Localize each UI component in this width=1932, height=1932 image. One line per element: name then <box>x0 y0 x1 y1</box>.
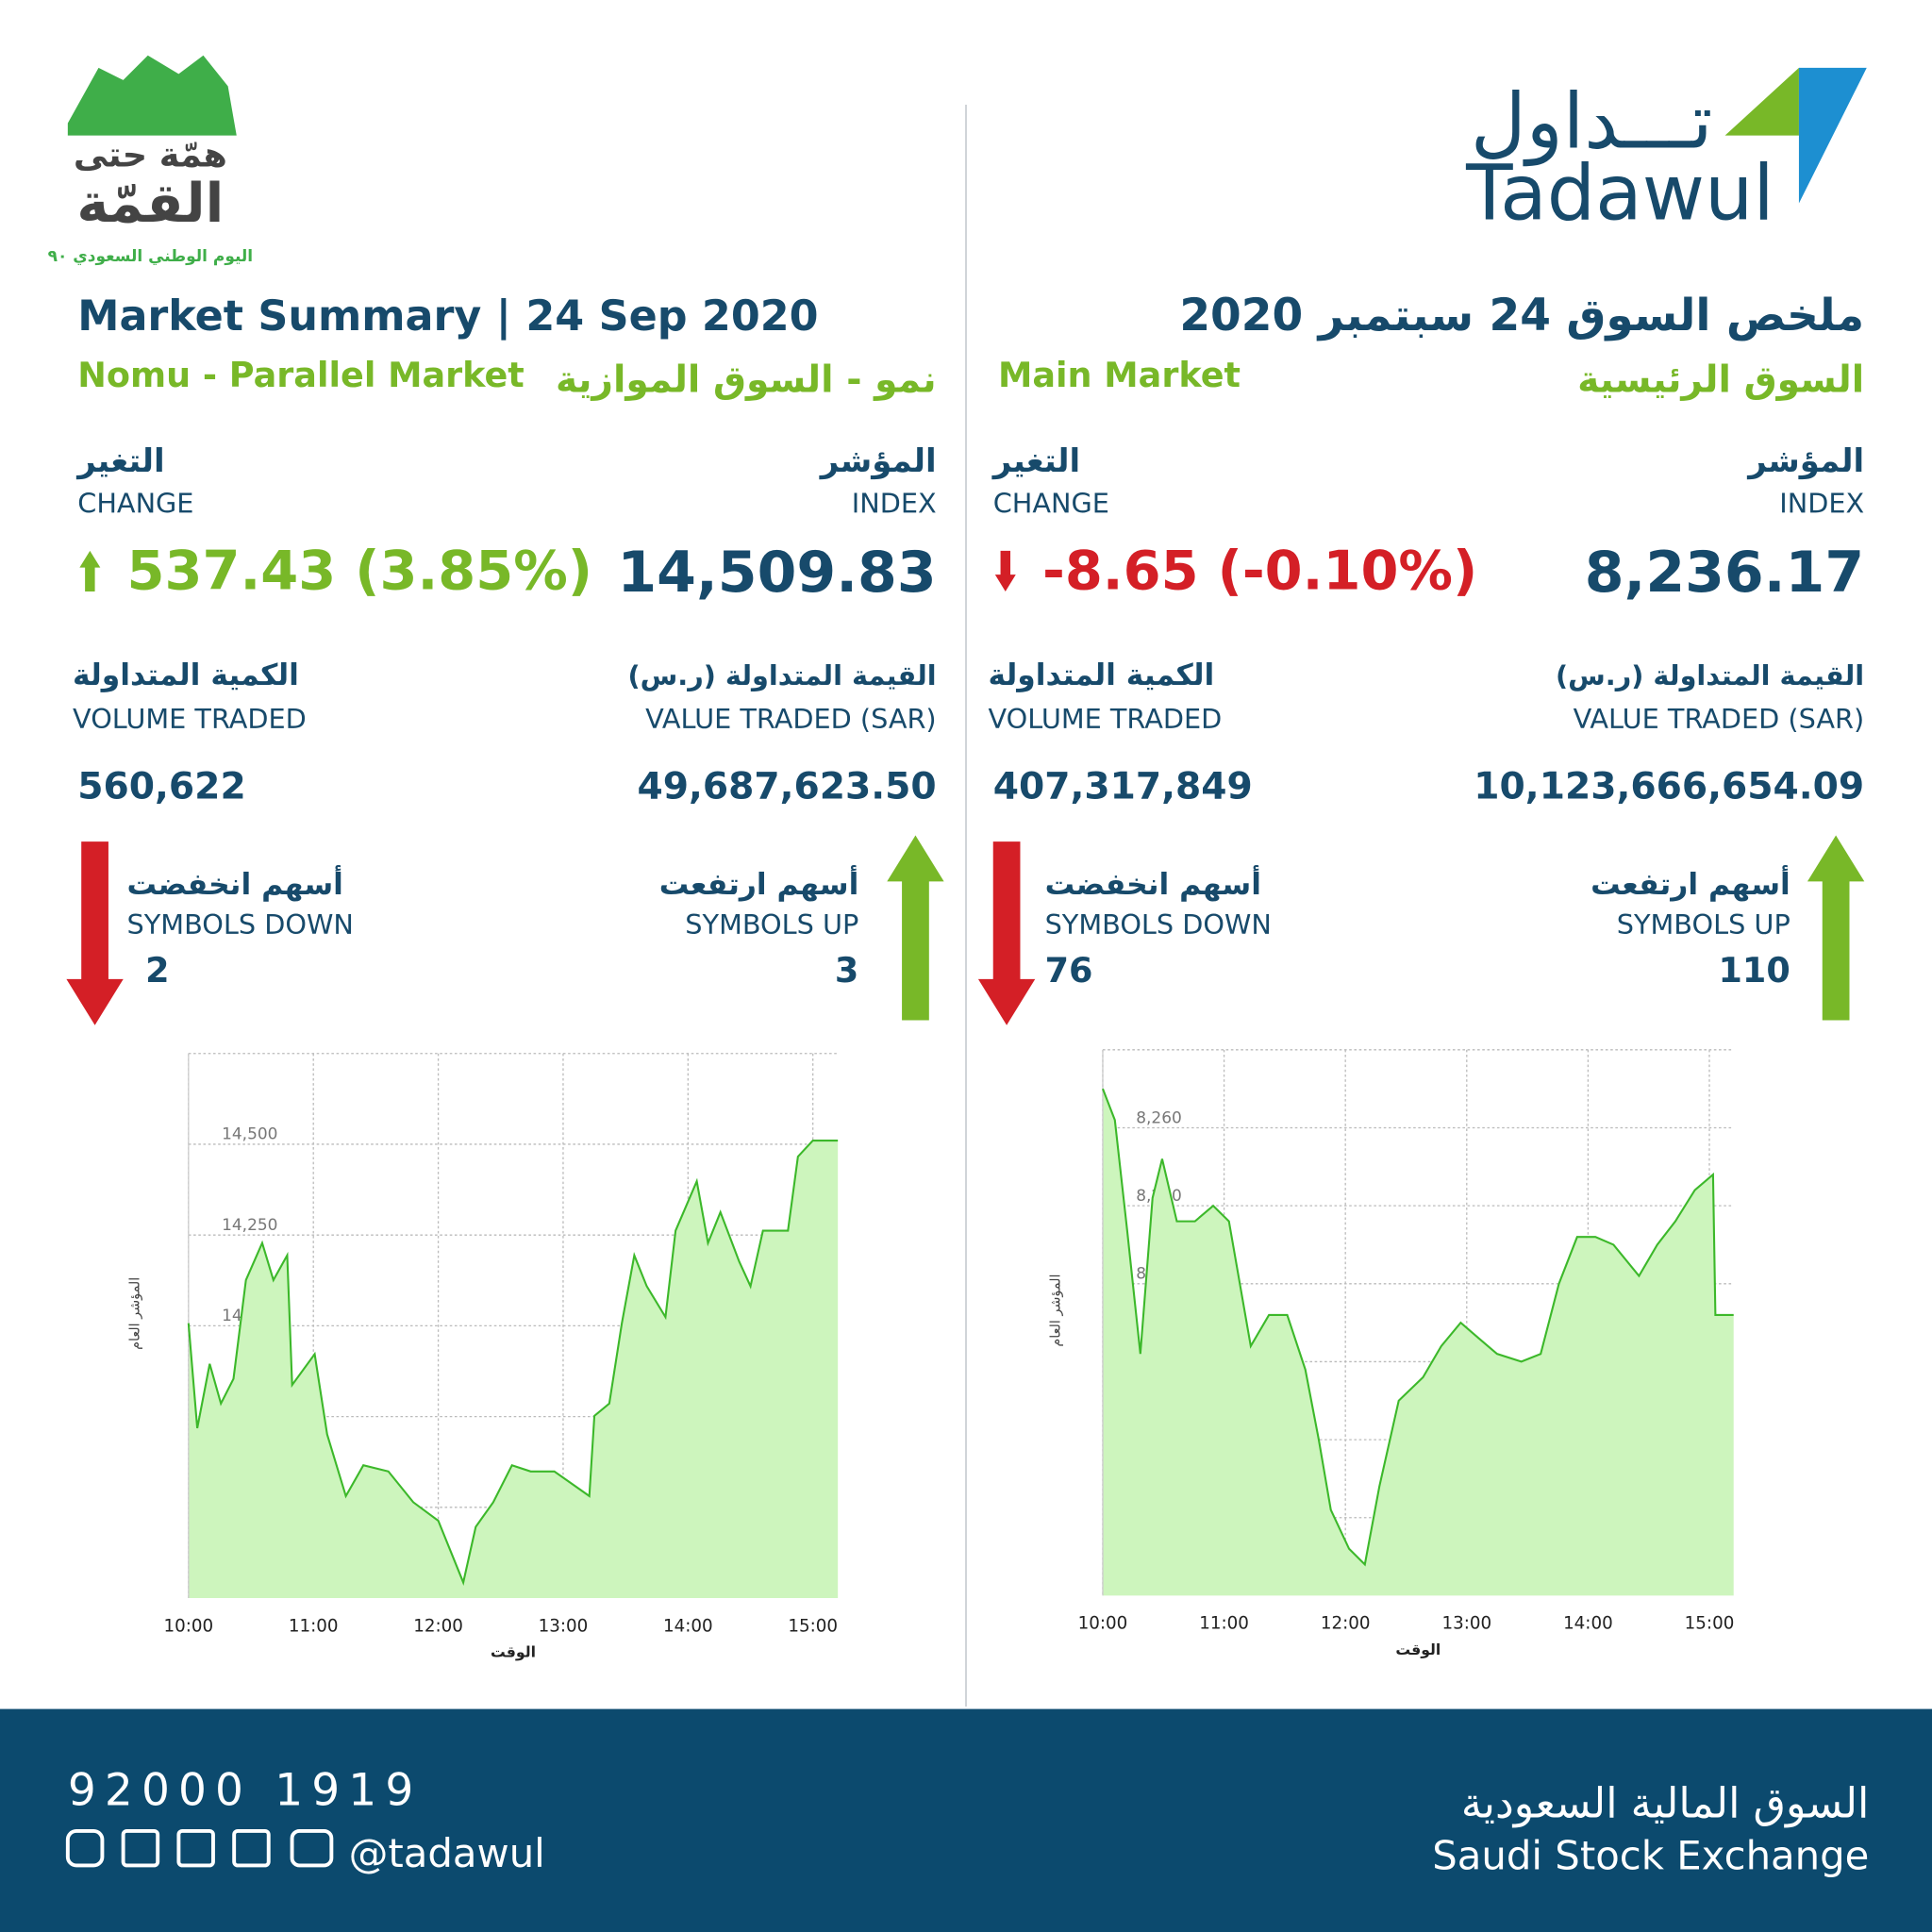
line <box>187 1140 839 1586</box>
x-tick-label: 14:00 <box>663 1616 713 1636</box>
change-value: 537.43 (3.85%) <box>127 539 593 602</box>
y-tick-label: 14,250 <box>222 1216 277 1235</box>
icon-instagram <box>65 1828 105 1868</box>
x-tick-label: 11:00 <box>289 1616 339 1636</box>
title: Market Summary | 24 Sep 2020 <box>77 292 818 341</box>
exchange-name: السوق المالية السعودية <box>1461 1780 1870 1828</box>
logo-triangle-green <box>1724 67 1799 136</box>
value-label: القيمة المتداولة (ر.س) <box>1556 659 1864 691</box>
social-icons <box>65 1828 334 1868</box>
up-value: 3 <box>835 950 858 991</box>
logo-english: Tadawul <box>1465 149 1774 238</box>
up-label: SYMBOLS UP <box>685 908 858 941</box>
index-label: INDEX <box>1779 487 1864 519</box>
up-arrow <box>887 835 944 1021</box>
y-axis-label: المؤشر العام <box>128 1277 143 1350</box>
volume-label: VOLUME TRADED <box>73 703 307 735</box>
value-label: القيمة المتداولة (ر.س) <box>628 659 937 691</box>
x-tick-label: 13:00 <box>539 1616 589 1636</box>
up-arrow <box>1807 835 1865 1021</box>
index-value: 14,509.83 <box>617 540 936 606</box>
change-arrow <box>79 550 101 591</box>
x-tick-label: 12:00 <box>413 1616 463 1636</box>
x-tick-label: 14:00 <box>1563 1614 1613 1634</box>
market-name: Nomu - Parallel Market <box>77 355 525 395</box>
volume-label: VOLUME TRADED <box>989 703 1223 735</box>
badge-mountain <box>67 55 237 136</box>
badge-text: همّة حتى <box>74 134 227 175</box>
handle: @tadawul <box>349 1830 545 1876</box>
market-name: السوق الرئيسية <box>1577 358 1864 401</box>
down-value: 76 <box>1045 950 1093 991</box>
down-label: SYMBOLS DOWN <box>127 908 354 941</box>
index-label: INDEX <box>852 487 937 519</box>
down-arrow <box>66 841 124 1025</box>
x-tick-label: 11:00 <box>1199 1614 1249 1634</box>
change-arrow <box>994 550 1016 591</box>
phone: 92000 1919 <box>68 1764 423 1816</box>
volume-label: الكمية المتداولة <box>989 658 1215 692</box>
icon-youtube <box>290 1828 334 1868</box>
x-tick-label: 10:00 <box>1078 1614 1128 1634</box>
value-label: VALUE TRADED (SAR) <box>645 703 937 735</box>
x-tick-label: 12:00 <box>1321 1614 1371 1634</box>
x-tick-label: 15:00 <box>788 1616 838 1636</box>
down-label: SYMBOLS DOWN <box>1045 908 1272 941</box>
down-label: أسهم انخفضت <box>127 865 343 902</box>
down-value: 2 <box>145 950 169 991</box>
index-label: المؤشر <box>1746 442 1864 480</box>
change-label: CHANGE <box>993 487 1109 519</box>
value-value: 10,123,666,654.09 <box>1474 765 1864 808</box>
icon-facebook <box>232 1828 271 1868</box>
volume-value: 407,317,849 <box>993 765 1253 808</box>
area <box>188 1141 839 1599</box>
badge-text: القمّة <box>76 172 224 235</box>
exchange-name: Saudi Stock Exchange <box>1432 1832 1869 1878</box>
line <box>1102 1088 1734 1567</box>
footer-bar <box>0 1708 1932 1932</box>
up-label: أسهم ارتفعت <box>1591 865 1790 902</box>
x-tick-label: 13:00 <box>1441 1614 1491 1634</box>
value-label: VALUE TRADED (SAR) <box>1574 703 1865 735</box>
y-tick-label: 8,260 <box>1136 1108 1182 1127</box>
down-arrow <box>977 841 1036 1025</box>
change-label: التغير <box>991 442 1080 480</box>
logo-arabic: تـــداول <box>1471 78 1713 167</box>
volume-value: 560,622 <box>77 765 245 808</box>
market-name: نمو - السوق الموازية <box>556 358 937 401</box>
y-tick-label: 14,500 <box>222 1125 277 1144</box>
icon-linkedin <box>121 1828 160 1868</box>
up-label: أسهم ارتفعت <box>659 865 859 902</box>
change-label: التغير <box>75 442 164 480</box>
icon-twitter <box>176 1828 215 1868</box>
x-tick-label: 15:00 <box>1685 1614 1735 1634</box>
down-label: أسهم انخفضت <box>1045 865 1261 902</box>
volume-label: الكمية المتداولة <box>73 658 299 692</box>
x-axis-label: الوقت <box>1395 1641 1441 1658</box>
area <box>1102 1089 1734 1596</box>
badge-text: اليوم الوطني السعودي ٩٠ <box>48 247 253 266</box>
x-axis-label: الوقت <box>491 1643 536 1661</box>
index-value: 8,236.17 <box>1585 540 1864 606</box>
up-label: SYMBOLS UP <box>1617 908 1790 941</box>
logo-triangle-blue <box>1798 67 1867 204</box>
up-value: 110 <box>1718 950 1790 991</box>
change-label: CHANGE <box>77 487 193 519</box>
x-tick-label: 10:00 <box>164 1616 214 1636</box>
change-value: -8.65 (-0.10%) <box>1042 539 1477 602</box>
y-axis-label: المؤشر العام <box>1048 1274 1063 1346</box>
title: ملخص السوق 24 سبتمبر 2020 <box>1179 290 1864 341</box>
value-value: 49,687,623.50 <box>637 765 936 808</box>
index-label: المؤشر <box>819 442 937 480</box>
market-name: Main Market <box>998 355 1241 395</box>
